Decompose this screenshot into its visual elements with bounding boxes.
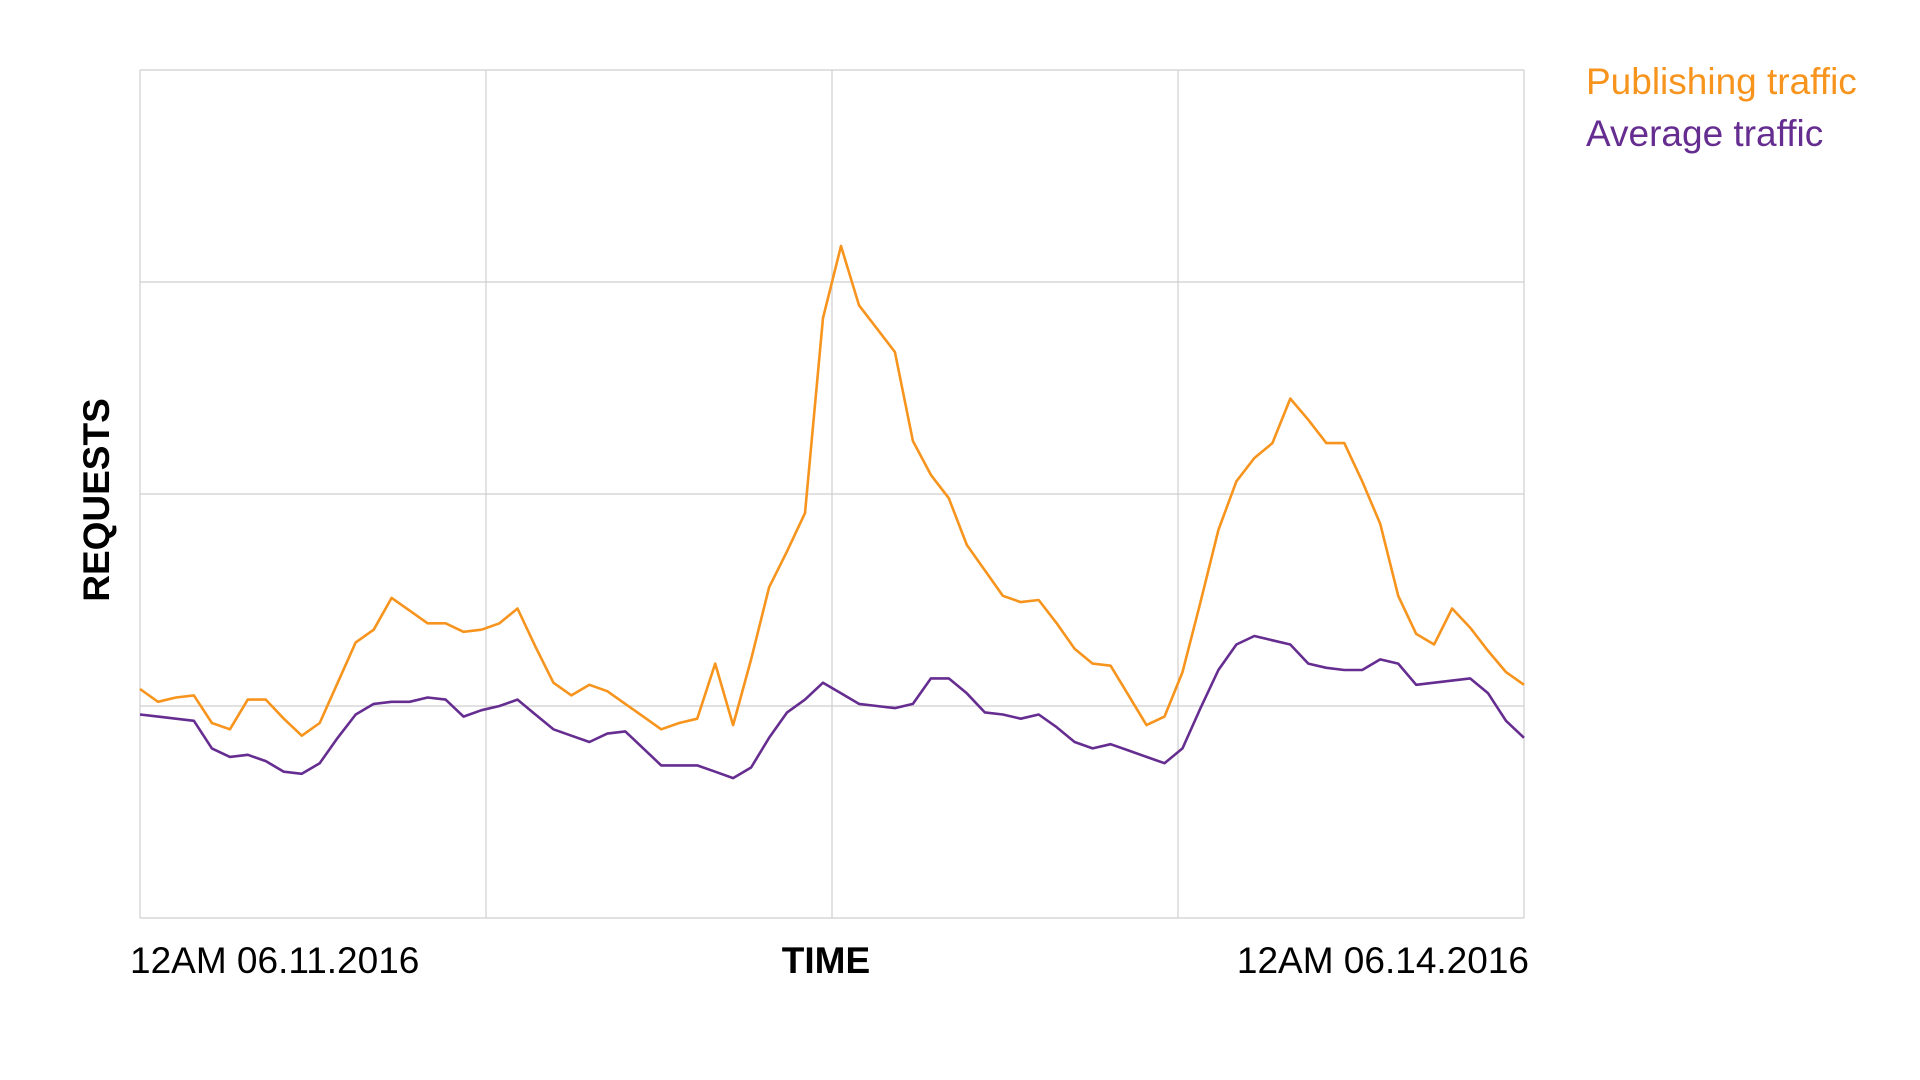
line-series [139,244,1525,737]
x-tick-label: 12AM 06.11.2016 [130,940,419,981]
y-axis-label: REQUESTS [76,398,117,602]
line-series [139,634,1525,780]
x-tick-label: 12AM 06.14.2016 [1237,940,1529,981]
x-axis-label: TIME [782,940,870,981]
legend-entry: Average traffic [1586,113,1823,154]
legend-entry: Publishing traffic [1586,61,1857,102]
